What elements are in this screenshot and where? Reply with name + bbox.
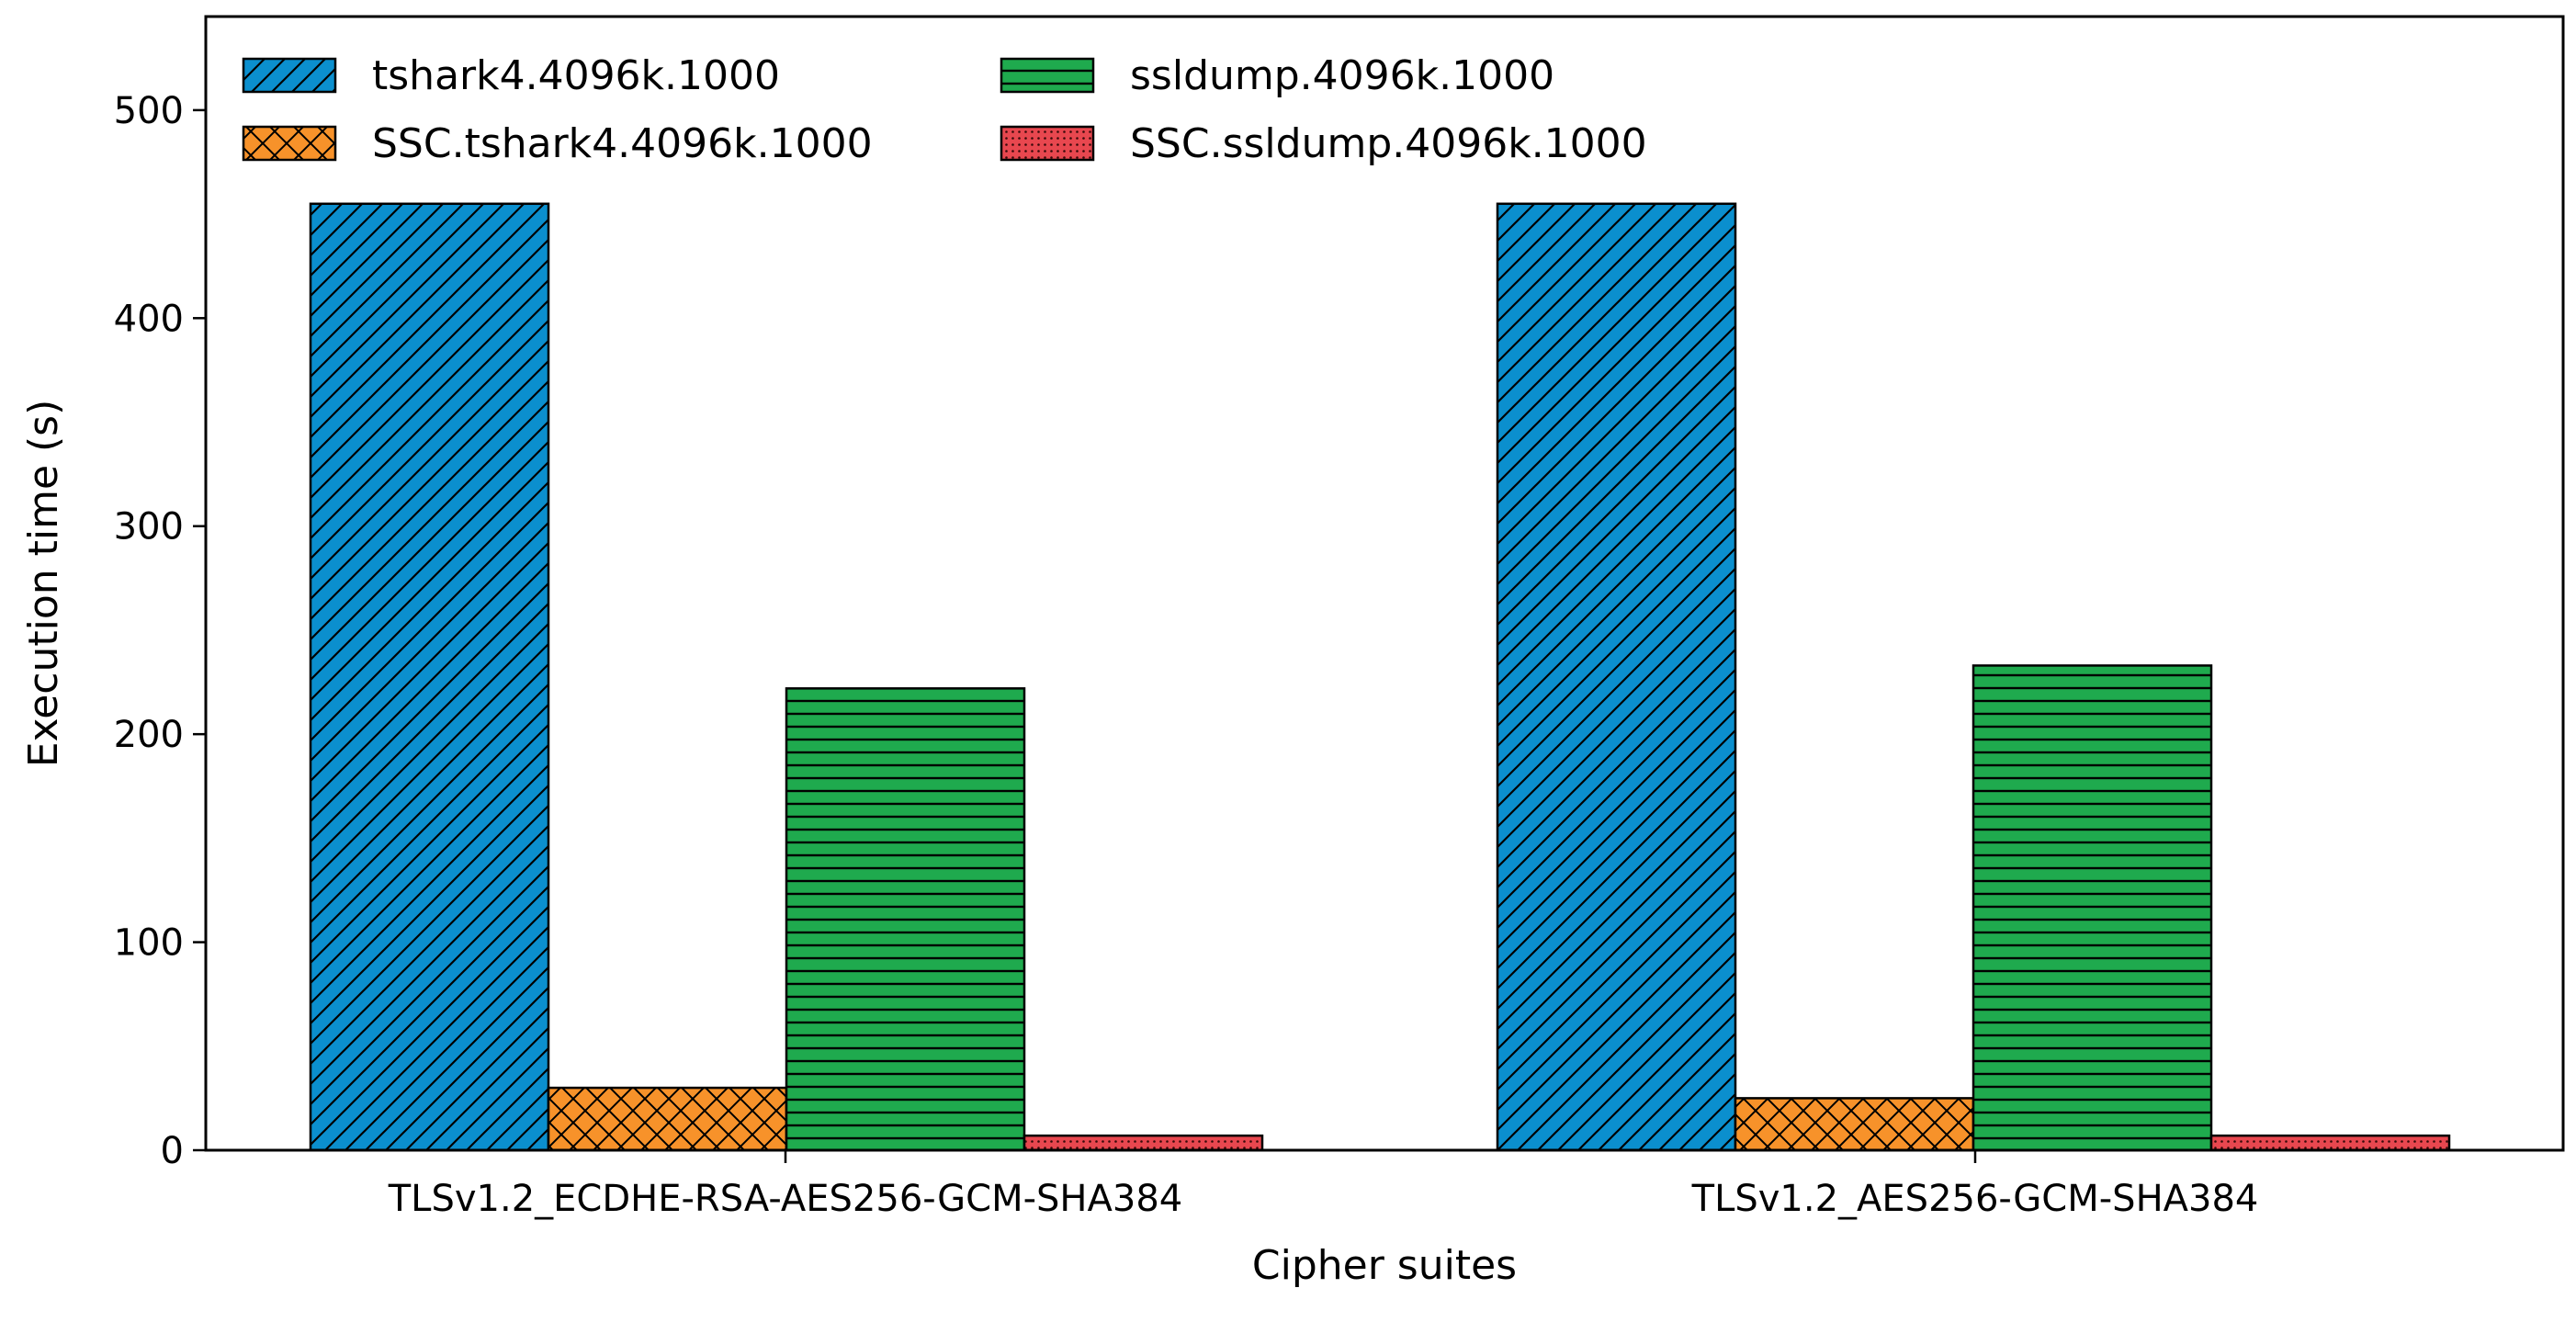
x-tick-label-2: TLSv1.2_AES256-GCM-SHA384 (1691, 1178, 2259, 1220)
legend-swatch-ssc-ssldump-4096k-1000 (1000, 125, 1095, 162)
x-axis-ticks: TLSv1.2_ECDHE-RSA-AES256-GCM-SHA384 TLSv1… (388, 1150, 2259, 1220)
legend-swatch-ssc-tshark4-4096k-1000 (242, 125, 337, 162)
y-tick-label-100: 100 (114, 922, 184, 965)
x-tick-label-1: TLSv1.2_ECDHE-RSA-AES256-GCM-SHA384 (388, 1178, 1182, 1220)
plot-frame (204, 15, 2565, 1152)
bar-ssc-tshark4-4096k-1000-1 (547, 1086, 788, 1152)
legend-label-ssc-tshark4-4096k-1000: SSC.tshark4.4096k.1000 (372, 120, 873, 167)
y-tick-label-0: 0 (161, 1130, 184, 1172)
y-tick-label-200: 200 (114, 714, 184, 756)
legend-item-ssc-ssldump-4096k-1000: SSC.ssldump.4096k.1000 (1000, 120, 1647, 167)
legend-label-ssc-ssldump-4096k-1000: SSC.ssldump.4096k.1000 (1130, 120, 1647, 167)
bar-ssldump-4096k-1000-1 (785, 687, 1026, 1152)
y-tick-label-500: 500 (114, 90, 184, 132)
legend-item-tshark4-4096k-1000: tshark4.4096k.1000 (242, 52, 780, 99)
bar-ssc-ssldump-4096k-1000-2 (2209, 1134, 2451, 1152)
legend-label-ssldump-4096k-1000: ssldump.4096k.1000 (1130, 52, 1554, 99)
bar-ssldump-4096k-1000-2 (1972, 664, 2213, 1152)
y-tick-label-300: 300 (114, 506, 184, 548)
bar-ssc-ssldump-4096k-1000-1 (1022, 1134, 1264, 1152)
legend: tshark4.4096k.1000 SSC.tshark4.4096k.1000… (242, 52, 1647, 167)
bars-group (309, 202, 2451, 1152)
legend-swatch-ssldump-4096k-1000 (1000, 57, 1095, 94)
legend-label-tshark4-4096k-1000: tshark4.4096k.1000 (372, 52, 780, 99)
y-axis-ticks: 0 100 200 300 400 500 (114, 90, 206, 1172)
bar-tshark4-4096k-1000-1 (309, 202, 550, 1152)
bar-ssc-tshark4-4096k-1000-2 (1734, 1097, 1975, 1152)
legend-swatch-tshark4-4096k-1000 (242, 57, 337, 94)
x-axis-label: Cipher suites (1252, 1242, 1517, 1289)
bar-tshark4-4096k-1000-2 (1496, 202, 1737, 1152)
legend-item-ssldump-4096k-1000: ssldump.4096k.1000 (1000, 52, 1554, 99)
y-tick-label-400: 400 (114, 298, 184, 340)
y-axis-label: Execution time (s) (20, 400, 67, 768)
legend-item-ssc-tshark4-4096k-1000: SSC.tshark4.4096k.1000 (242, 120, 873, 167)
